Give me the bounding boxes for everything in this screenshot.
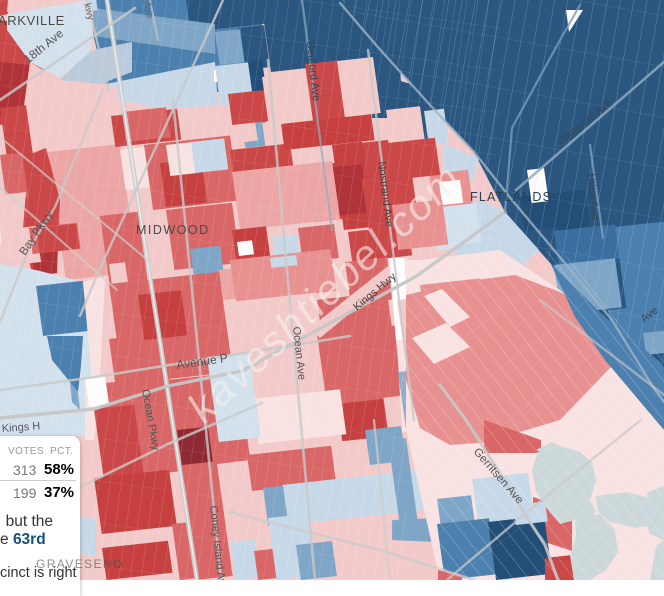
svg-text:FLATLANDS: FLATLANDS [470,190,552,204]
svg-text:ARKVILLE: ARKVILLE [0,13,65,28]
svg-text:Utica Ave: Utica Ave [584,173,601,220]
svg-text:Ave: Ave [141,1,155,20]
svg-text:MIDWOOD: MIDWOOD [136,223,210,237]
svg-text:Kings H: Kings H [1,420,40,435]
svg-text:Ocean Ave: Ocean Ave [290,326,308,381]
svg-text:GRAVESEND: GRAVESEND [36,557,123,571]
svg-text:kwy: kwy [81,2,96,21]
